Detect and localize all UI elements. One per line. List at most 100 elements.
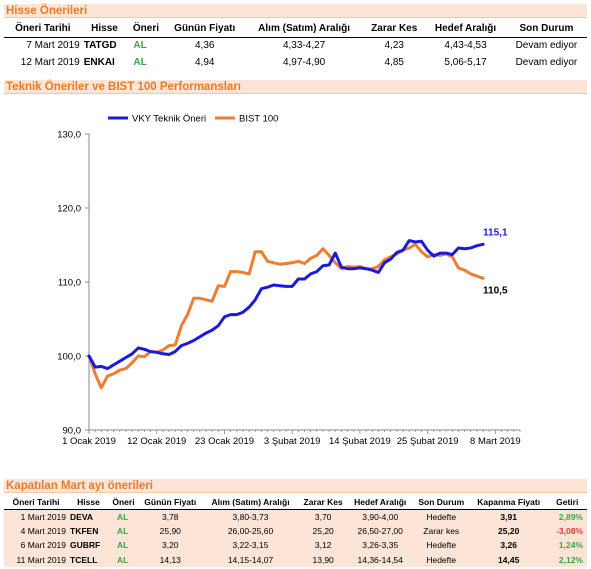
table-row: 7 Mart 2019 TATGD AL 4,36 4,33-4,27 4,23… xyxy=(4,37,587,54)
table-row: 11 Mart 2019 TCELL AL 14,13 14,15-14,07 … xyxy=(4,552,587,568)
cell-ticker: DEVA xyxy=(68,509,109,524)
cell-ticker: TKFEN xyxy=(68,523,109,539)
cell-return: 2,12% xyxy=(547,552,587,568)
y-tick-label: 100,0 xyxy=(57,352,81,363)
cell-status: Zarar kes xyxy=(412,523,470,539)
cell-buy-range: 4,33-4,27 xyxy=(282,40,326,52)
cell-close-price: 3,26 xyxy=(469,538,548,553)
section-title-closed-recommendations: Kapatılan Mart ayı önerileri xyxy=(4,479,587,493)
header-oneri: Öneri xyxy=(132,23,159,35)
cell-recommendation: AL xyxy=(133,40,147,52)
cell-close-price: 14,45 xyxy=(469,552,548,568)
cell-date: 11 Mart 2019 xyxy=(4,552,69,568)
y-tick-label: 130,0 xyxy=(57,130,81,141)
table-header-row: Öneri Tarihi Hisse Öneri Günün Fiyatı Al… xyxy=(4,21,587,37)
cell-price: 4,94 xyxy=(194,57,215,68)
cell-status: Hedefte xyxy=(412,552,470,568)
table-row: 1 Mart 2019 DEVA AL 3,78 3,80-3,73 3,70 … xyxy=(4,509,587,524)
cell-price: 3,20 xyxy=(137,538,203,553)
table-row: 6 Mart 2019 GUBRF AL 3,20 3,22-3,15 3,12… xyxy=(4,538,587,553)
cell-ticker: ENKAI xyxy=(83,57,115,68)
cell-stop-loss: 3,12 xyxy=(298,538,348,553)
bist-series-line xyxy=(87,242,485,390)
header-oneri-tarihi: Öneri Tarihi xyxy=(15,23,71,35)
cell-close-price: 3,91 xyxy=(469,509,548,524)
x-tick-label: 8 Mart 2019 xyxy=(470,436,521,447)
bist-end-label: 110,5 xyxy=(483,285,508,296)
cell-stop-loss: 4,85 xyxy=(384,57,404,68)
x-tick-label: 23 Ocak 2019 xyxy=(195,436,254,447)
y-tick-label: 90,0 xyxy=(63,426,82,437)
cell-ticker: TCELL xyxy=(68,552,109,568)
cell-price: 25,90 xyxy=(137,523,203,539)
cell-recommendation: AL xyxy=(109,509,138,524)
cell-ticker: GUBRF xyxy=(68,538,109,553)
cell-buy-range: 3,80-3,73 xyxy=(202,509,299,524)
cell-status: Devam ediyor xyxy=(515,57,578,68)
cell-price: 4,36 xyxy=(194,40,215,52)
x-tick-label: 25 Şubat 2019 xyxy=(397,436,459,447)
cell-close-price: 25,20 xyxy=(469,523,548,539)
header-gunun-fiyati: Günün Fiyatı xyxy=(137,495,203,510)
header-hisse: Hisse xyxy=(68,495,109,510)
cell-buy-range: 14,15-14,07 xyxy=(202,552,299,568)
cell-status: Hedefte xyxy=(412,538,470,553)
header-oneri: Öneri xyxy=(109,495,138,510)
cell-price: 3,78 xyxy=(137,509,203,524)
vky-end-label: 115,1 xyxy=(483,227,508,238)
x-tick-label: 3 Şubat 2019 xyxy=(264,436,321,447)
cell-stop-loss: 3,70 xyxy=(298,509,348,524)
cell-target-range: 3,26-3,35 xyxy=(347,538,413,553)
table-row: 4 Mart 2019 TKFEN AL 25,90 26,00-25,60 2… xyxy=(4,523,587,539)
legend-label-vky: VKY Teknik Öneri xyxy=(132,114,206,125)
closed-recommendations-table: Öneri Tarihi Hisse Öneri Günün Fiyatı Al… xyxy=(4,495,587,568)
cell-stop-loss: 25,20 xyxy=(298,523,348,539)
y-tick-label: 120,0 xyxy=(57,204,81,215)
x-tick-label: 14 Şubat 2019 xyxy=(329,436,391,447)
cell-target-range: 5,06-5,17 xyxy=(444,57,487,68)
header-hisse: Hisse xyxy=(91,23,118,35)
cell-status: Devam ediyor xyxy=(515,40,578,52)
header-son-durum: Son Durum xyxy=(412,495,470,510)
cell-target-range: 26,50-27,00 xyxy=(347,523,413,539)
header-oneri-tarihi: Öneri Tarihi xyxy=(4,495,69,510)
cell-date: 4 Mart 2019 xyxy=(4,523,69,539)
cell-recommendation: AL xyxy=(133,57,147,68)
cell-recommendation: AL xyxy=(109,552,138,568)
cell-recommendation: AL xyxy=(109,523,138,539)
cell-date: 1 Mart 2019 xyxy=(4,509,69,524)
header-zarar-kes: Zarar Kes xyxy=(298,495,348,510)
section-title-hisse-onerileri: Hisse Önerileri xyxy=(4,4,587,18)
header-alim-araligi: Alım (Satım) Aralığı xyxy=(202,495,299,510)
cell-return: 2,89% xyxy=(547,509,587,524)
cell-status: Hedefte xyxy=(412,509,470,524)
section-title-chart: Teknik Öneriler ve BIST 100 Performansla… xyxy=(4,80,587,94)
cell-ticker: TATGD xyxy=(83,40,117,52)
cell-buy-range: 3,22-3,15 xyxy=(202,538,299,553)
cell-date: 6 Mart 2019 xyxy=(4,538,69,553)
cell-buy-range: 26,00-25,60 xyxy=(202,523,299,539)
table-row: 12 Mart 2019 ENKAI AL 4,94 4,97-4,90 4,8… xyxy=(4,54,587,71)
recommendations-table: Öneri Tarihi Hisse Öneri Günün Fiyatı Al… xyxy=(4,21,587,71)
cell-buy-range: 4,97-4,90 xyxy=(282,57,326,68)
header-hedef-araligi: Hedef Aralığı xyxy=(347,495,413,510)
cell-price: 14,13 xyxy=(137,552,203,568)
performance-line-chart: 90,0 100,0 110,0 120,0 130,0 1 Ocak 2019 12 Oc… xyxy=(57,114,521,448)
table-header-row: Öneri Tarihi Hisse Öneri Günün Fiyatı Al… xyxy=(4,495,587,510)
header-zarar-kes: Zarar Kes xyxy=(371,23,418,35)
header-alim-araligi: Alım (Satım) Aralığı xyxy=(258,23,351,35)
chart-axes: 90,0 100,0 110,0 120,0 130,0 1 Ocak 2019 12 Oc… xyxy=(57,130,521,448)
chart-legend: VKY Teknik Öneri BIST 100 xyxy=(108,114,278,125)
cell-date: 12 Mart 2019 xyxy=(20,57,80,68)
x-tick-label: 1 Ocak 2019 xyxy=(62,436,116,447)
header-son-durum: Son Durum xyxy=(519,23,574,35)
x-tick-label: 12 Ocak 2019 xyxy=(127,436,186,447)
cell-return: 1,24% xyxy=(547,538,587,553)
header-hedef-araligi: Hedef Aralığı xyxy=(434,23,497,35)
legend-label-bist: BIST 100 xyxy=(239,114,278,125)
cell-target-range: 14,36-14,54 xyxy=(347,552,413,568)
cell-recommendation: AL xyxy=(109,538,138,553)
header-gunun-fiyati: Günün Fiyatı xyxy=(174,23,236,35)
cell-stop-loss: 4,23 xyxy=(384,40,404,52)
cell-target-range: 4,43-4,53 xyxy=(444,40,487,52)
